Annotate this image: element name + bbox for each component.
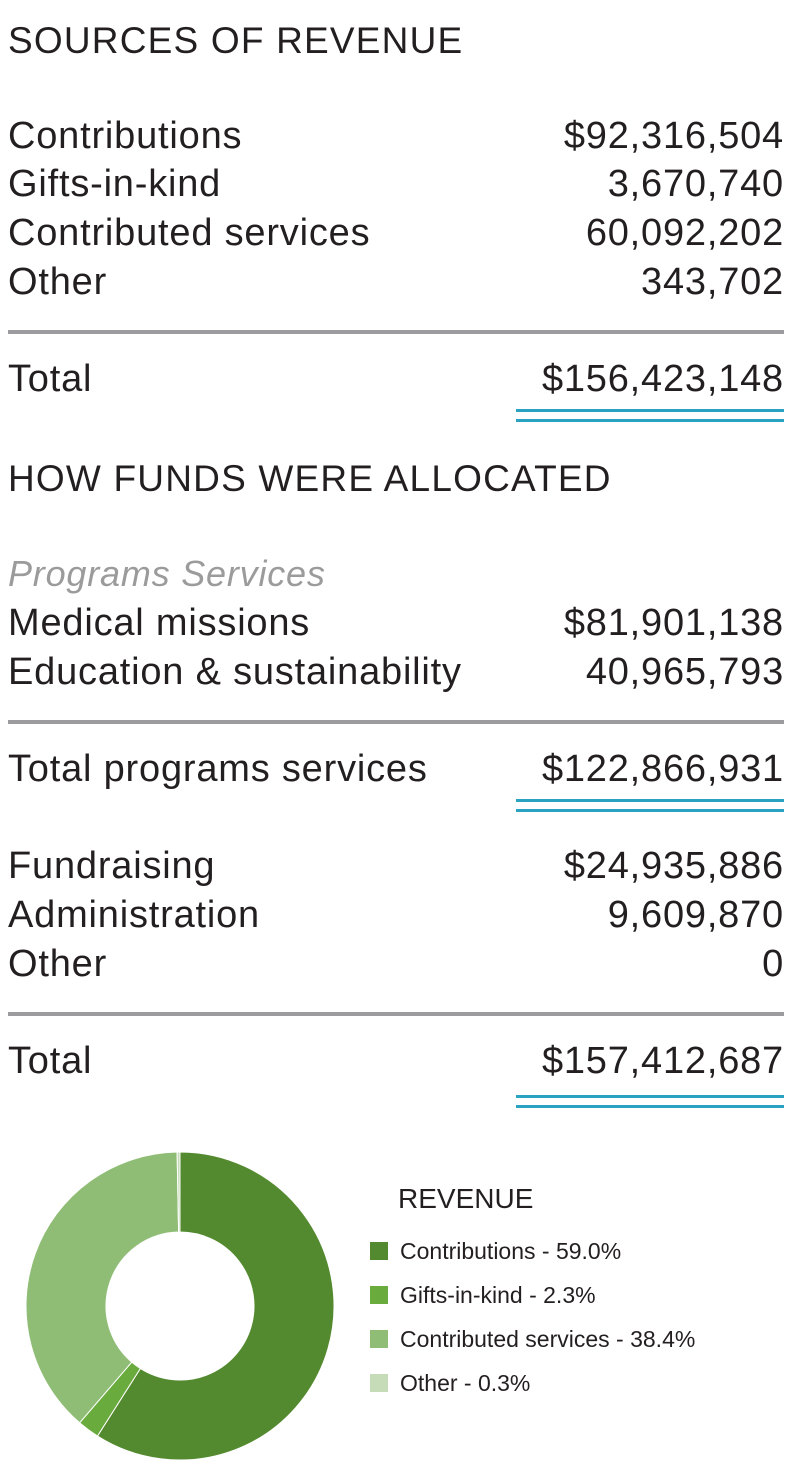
row-label: Medical missions xyxy=(8,602,311,644)
total-value: $122,866,931 xyxy=(541,748,784,790)
total-label: Total programs services xyxy=(8,748,428,790)
total-value: $156,423,148 xyxy=(541,358,784,400)
donut-slice-0 xyxy=(96,1151,335,1461)
section-divider xyxy=(8,330,784,334)
expense-row: Administration 9,609,870 xyxy=(8,894,784,940)
row-label: Contributed services xyxy=(8,212,371,254)
donut-slice-3 xyxy=(176,1151,181,1233)
legend-label: Contributed services - 38.4% xyxy=(400,1325,696,1352)
row-value: $81,901,138 xyxy=(563,602,784,644)
row-label: Other xyxy=(8,943,108,985)
row-value: 343,702 xyxy=(641,261,784,303)
chart-legend: REVENUE Contributions - 59.0% Gifts-in-ki… xyxy=(370,1183,695,1405)
legend-label: Other - 0.3% xyxy=(400,1369,531,1396)
row-label: Contributions xyxy=(8,115,243,157)
revenue-row: Contributions $92,316,504 xyxy=(8,115,784,161)
row-value: 0 xyxy=(762,943,784,985)
expense-row: Fundraising $24,935,886 xyxy=(8,845,784,891)
donut-slice-2 xyxy=(25,1151,180,1424)
row-value: 3,670,740 xyxy=(607,163,784,205)
revenue-row: Contributed services 60,092,202 xyxy=(8,212,784,258)
legend-items: Contributions - 59.0% Gifts-in-kind - 2.3… xyxy=(370,1229,695,1405)
row-value: 40,965,793 xyxy=(585,651,784,693)
allocation-heading: HOW FUNDS WERE ALLOCATED xyxy=(8,458,612,499)
legend-swatch xyxy=(370,1374,388,1392)
total-label: Total xyxy=(8,1040,93,1082)
revenue-row: Gifts-in-kind 3,670,740 xyxy=(8,163,784,209)
legend-item: Gifts-in-kind - 2.3% xyxy=(370,1273,695,1317)
revenue-total-row: Total $156,423,148 xyxy=(8,358,784,404)
legend-label: Gifts-in-kind - 2.3% xyxy=(400,1281,596,1308)
revenue-row: Other 343,702 xyxy=(8,261,784,307)
legend-item: Other - 0.3% xyxy=(370,1361,695,1405)
section-divider xyxy=(8,1012,784,1016)
program-total-row: Total programs services $122,866,931 xyxy=(8,748,784,794)
legend-swatch xyxy=(370,1330,388,1348)
allocation-total-row: Total $157,412,687 xyxy=(8,1040,784,1086)
row-value: 9,609,870 xyxy=(607,894,784,936)
legend-item: Contributed services - 38.4% xyxy=(370,1317,695,1361)
row-value: $92,316,504 xyxy=(563,115,784,157)
programs-subheading: Programs Services xyxy=(8,553,326,594)
row-label: Gifts-in-kind xyxy=(8,163,222,205)
double-underline xyxy=(516,799,784,812)
row-label: Other xyxy=(8,261,108,303)
legend-swatch xyxy=(370,1286,388,1304)
row-value: $24,935,886 xyxy=(563,845,784,887)
total-label: Total xyxy=(8,358,93,400)
double-underline xyxy=(516,409,784,422)
double-underline xyxy=(516,1095,784,1108)
row-label: Fundraising xyxy=(8,845,216,887)
expense-row: Other 0 xyxy=(8,943,784,989)
row-label: Administration xyxy=(8,894,260,936)
legend-item: Contributions - 59.0% xyxy=(370,1229,695,1273)
row-value: 60,092,202 xyxy=(585,212,784,254)
row-label: Education & sustainability xyxy=(8,651,462,693)
revenue-donut-chart xyxy=(25,1151,335,1461)
program-row: Education & sustainability 40,965,793 xyxy=(8,651,784,697)
total-value: $157,412,687 xyxy=(541,1040,784,1082)
revenue-heading: SOURCES OF REVENUE xyxy=(8,20,464,61)
program-row: Medical missions $81,901,138 xyxy=(8,602,784,648)
section-divider xyxy=(8,720,784,724)
legend-swatch xyxy=(370,1242,388,1260)
legend-label: Contributions - 59.0% xyxy=(400,1237,622,1264)
legend-title: REVENUE xyxy=(398,1183,534,1214)
